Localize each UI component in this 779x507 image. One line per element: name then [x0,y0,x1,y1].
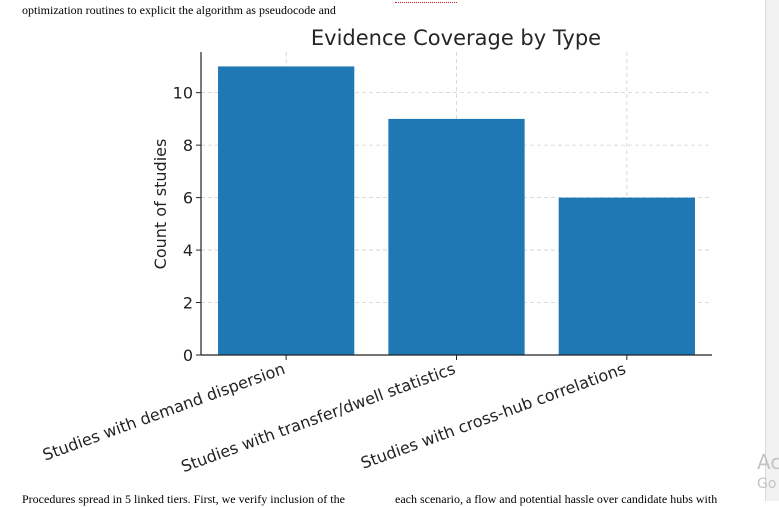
y-tick-labels: 0 2 4 6 8 10 [173,84,193,365]
y-tick-label: 6 [183,189,193,208]
document-text-bottom-left: Procedures spread in 5 linked tiers. Fir… [22,492,345,506]
y-axis-label: Count of studies [151,139,170,270]
y-tick-label: 8 [183,136,193,155]
axes [196,52,712,360]
y-tick-label: 0 [183,346,193,365]
y-tick-label: 10 [173,84,193,103]
y-tick-label: 4 [183,241,193,260]
activation-watermark-title: Ac [757,450,779,474]
bar [218,66,355,355]
x-tick-label: Studies with transfer/dwell statistics [178,359,457,476]
x-tick-label: Studies with cross-hub correlations [358,359,628,473]
chart-title: Evidence Coverage by Type [311,26,601,50]
spellcheck-underline [395,0,457,3]
y-tick-label: 2 [183,294,193,313]
bar [558,197,695,355]
bar [388,118,525,355]
bars [218,66,695,355]
vertical-scrollbar[interactable] [765,0,779,501]
document-text-top: optimization routines to explicit the al… [22,3,336,17]
document-text-bottom-right: each scenario, a flow and potential hass… [395,492,718,506]
activation-watermark-subtitle: Go [757,476,777,492]
